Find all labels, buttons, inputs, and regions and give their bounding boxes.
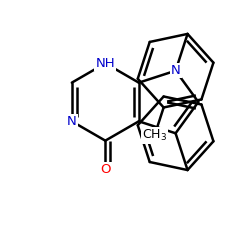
- Text: NH: NH: [96, 57, 115, 70]
- Text: CH$_3$: CH$_3$: [142, 128, 167, 142]
- Text: N: N: [171, 64, 180, 77]
- Text: O: O: [100, 163, 110, 176]
- Text: N: N: [67, 115, 77, 128]
